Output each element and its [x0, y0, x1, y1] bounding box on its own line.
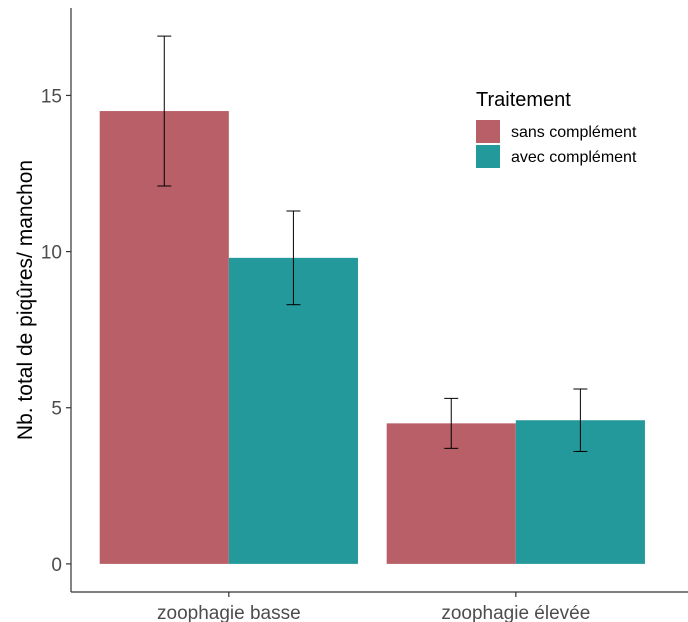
legend: Traitement sans complément avec complémen… [476, 89, 637, 168]
y-tick-label: 5 [51, 399, 62, 420]
y-ticks-group: 0 5 10 15 [41, 86, 71, 576]
legend-swatch-sans [476, 120, 500, 143]
y-tick-label: 0 [51, 555, 62, 576]
bars-group [99, 111, 645, 564]
y-axis-title: Nb. total de piqûres/ manchon [14, 160, 37, 440]
x-ticks-group: zoophagie basse zoophagie élevée [157, 592, 590, 622]
y-tick-label: 15 [41, 86, 62, 107]
legend-label: avec complément [511, 149, 637, 166]
x-tick-label: zoophagie basse [157, 603, 301, 622]
x-tick-label: zoophagie élevée [441, 603, 590, 622]
bar-sans-0 [99, 111, 229, 564]
y-tick-label: 10 [41, 243, 62, 264]
legend-title: Traitement [476, 89, 571, 111]
legend-swatch-avec [476, 145, 500, 168]
legend-label: sans complément [511, 124, 637, 141]
bar-avec-0 [228, 257, 358, 564]
error-bars-group [157, 35, 588, 452]
